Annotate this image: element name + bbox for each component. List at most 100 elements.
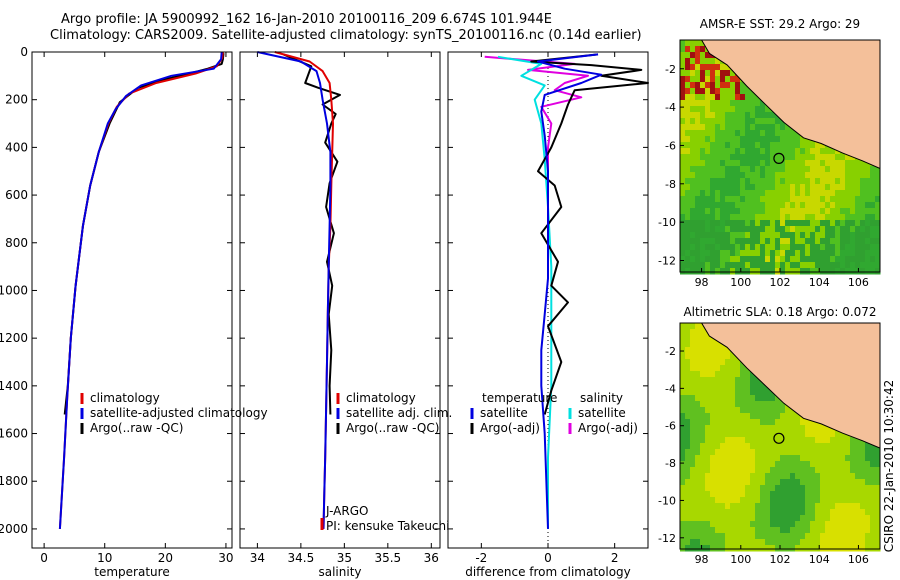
map-1-ocean-cell [750, 383, 756, 390]
map-0-ocean-cell [700, 64, 706, 71]
map-1-ocean-cell [755, 473, 761, 480]
map-1-ocean-cell [820, 539, 826, 546]
map-1-ocean-cell [830, 503, 836, 510]
map-0-ocean-cell [725, 220, 731, 227]
map-1-ocean-cell [840, 473, 846, 480]
map-1-ocean-cell [775, 485, 781, 492]
map-1-ocean-cell [690, 527, 696, 534]
map-1-xtick-label: 98 [695, 553, 709, 566]
map-0-ocean-cell [790, 166, 796, 173]
map-0-ocean-cell [745, 262, 751, 269]
map-1-ocean-cell [710, 473, 716, 480]
map-1-ocean-cell [850, 485, 856, 492]
map-1-ocean-cell [750, 467, 756, 474]
map-0-ocean-cell [680, 214, 686, 221]
map-1-ocean-cell [690, 503, 696, 510]
map-0-ocean-cell [770, 160, 776, 167]
map-0-ocean-cell [875, 184, 881, 191]
map-1-ocean-cell [830, 479, 836, 486]
map-1-ocean-cell [690, 497, 696, 504]
map-0-ocean-cell [815, 214, 821, 221]
map-0-ocean-cell [745, 238, 751, 245]
map-0-ocean-cell [680, 70, 686, 77]
map-0-ocean-cell [770, 148, 776, 155]
map-0-ocean-cell [810, 262, 816, 269]
map-1-ocean-cell [750, 491, 756, 498]
map-0-ocean-cell [800, 142, 806, 149]
map-0-ocean-cell [720, 160, 726, 167]
map-0-ocean-cell [785, 196, 791, 203]
map-0-ocean-cell [745, 178, 751, 185]
map-0-ocean-cell [790, 136, 796, 143]
map-1-ocean-cell [700, 497, 706, 504]
map-1-ocean-cell [695, 545, 701, 552]
panel-difference-series-line [484, 55, 589, 172]
map-0-ocean-cell [710, 142, 716, 149]
map-0-ocean-cell [700, 244, 706, 251]
panel-difference-xtick-label: 2 [611, 551, 619, 565]
map-0-ocean-cell [730, 106, 736, 113]
map-0-ocean-cell [845, 172, 851, 179]
map-0-ocean-cell [775, 214, 781, 221]
map-1-ocean-cell [755, 449, 761, 456]
map-1-ocean-cell [690, 533, 696, 540]
map-0-ocean-cell [845, 238, 851, 245]
map-1-ocean-cell [690, 377, 696, 384]
map-0-ocean-cell [720, 136, 726, 143]
map-1-ocean-cell [770, 491, 776, 498]
map-0-ocean-cell [870, 244, 876, 251]
map-1-ocean-cell [685, 485, 691, 492]
map-1-ocean-cell [810, 455, 816, 462]
map-1-ocean-cell [745, 533, 751, 540]
map-0-ocean-cell [785, 178, 791, 185]
map-0-ocean-cell [750, 202, 756, 209]
map-0-ocean-cell [735, 214, 741, 221]
map-1-ocean-cell [835, 467, 841, 474]
map-0-ocean-cell [750, 232, 756, 239]
map-1-ocean-cell [730, 383, 736, 390]
map-1-ocean-cell [750, 455, 756, 462]
map-1-ocean-cell [855, 545, 861, 552]
map-1-ocean-cell [840, 503, 846, 510]
map-0-ocean-cell [690, 124, 696, 131]
map-1-ocean-cell [810, 431, 816, 438]
map-0-ocean-cell [685, 226, 691, 233]
map-0-ocean-cell [770, 238, 776, 245]
map-1-ocean-cell [795, 461, 801, 468]
map-1-ocean-cell [715, 545, 721, 552]
map-1-ocean-cell [775, 431, 781, 438]
map-1-ocean-cell [710, 413, 716, 420]
map-1-ocean-cell [695, 359, 701, 366]
map-1-ocean-cell [790, 521, 796, 528]
map-0-ocean-cell [680, 40, 686, 47]
map-1-ocean-cell [825, 509, 831, 516]
map-0-ocean-cell [860, 214, 866, 221]
map-0-ocean-cell [705, 118, 711, 125]
map-1-ocean-cell [755, 455, 761, 462]
map-0-ocean-cell [740, 112, 746, 119]
map-1-ocean-cell [745, 437, 751, 444]
map-1-ocean-cell [840, 479, 846, 486]
map-1-ocean-cell [715, 503, 721, 510]
map-1-ocean-cell [820, 485, 826, 492]
map-0-ocean-cell [730, 208, 736, 215]
map-1-ocean-cell [705, 407, 711, 414]
map-0-ocean-cell [740, 94, 746, 101]
map-1-ocean-cell [685, 323, 691, 330]
map-1-ocean-cell [740, 461, 746, 468]
map-1-ocean-cell [700, 377, 706, 384]
map-1-ocean-cell [730, 371, 736, 378]
map-0-ocean-cell [875, 244, 881, 251]
map-1-ocean-cell [815, 431, 821, 438]
map-1-ocean-cell [780, 467, 786, 474]
map-1-ocean-cell [680, 371, 686, 378]
map-0-ocean-cell [800, 184, 806, 191]
map-0-ocean-cell [775, 268, 781, 275]
map-1-ocean-cell [695, 395, 701, 402]
map-1-ocean-cell [750, 473, 756, 480]
map-0-ocean-cell [760, 196, 766, 203]
map-1-ocean-cell [695, 509, 701, 516]
map-1-ocean-cell [730, 365, 736, 372]
map-1-ocean-cell [720, 401, 726, 408]
map-0-ocean-cell [680, 124, 686, 131]
